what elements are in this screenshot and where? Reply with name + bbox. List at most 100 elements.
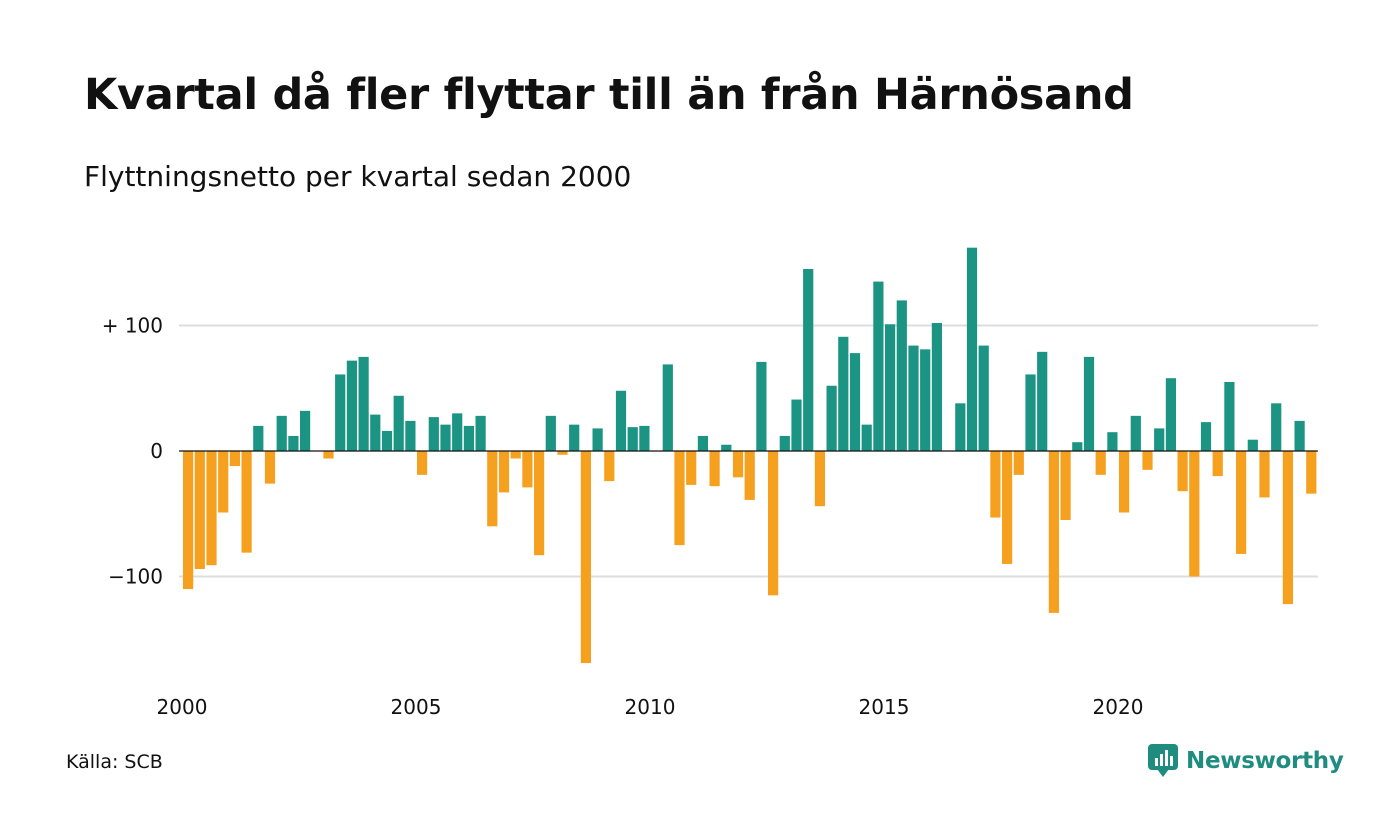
bar <box>194 451 205 569</box>
bar <box>545 415 556 451</box>
bar <box>428 417 439 451</box>
bar <box>966 247 978 451</box>
bar <box>1048 451 1059 613</box>
bar <box>744 451 755 500</box>
bar <box>335 374 346 451</box>
bar <box>592 428 603 451</box>
x-tick-label: 2020 <box>1093 695 1144 719</box>
bar <box>1212 451 1223 477</box>
bar <box>463 425 474 451</box>
bar <box>218 451 229 513</box>
newsworthy-logo-icon <box>1148 744 1178 777</box>
bar <box>288 435 299 451</box>
axis-layer: + 100 0 −100 2000 2005 2010 2015 2020 <box>102 314 1318 719</box>
bar <box>405 420 416 451</box>
bar <box>1037 351 1048 451</box>
chart-title: Kvartal då fler flyttar till än från Här… <box>84 70 1134 120</box>
bar <box>253 425 264 451</box>
bar <box>1189 451 1200 577</box>
bar <box>1095 451 1106 475</box>
x-tick-label: 2000 <box>157 695 208 719</box>
bar <box>1247 439 1258 451</box>
bar <box>1306 451 1317 494</box>
grid-layer <box>179 324 1318 578</box>
bar <box>206 451 217 566</box>
bar <box>896 300 907 451</box>
bar <box>498 451 510 493</box>
bar <box>300 410 311 451</box>
bar <box>686 451 697 485</box>
bar <box>697 435 708 451</box>
bar <box>557 451 568 455</box>
bar <box>627 427 638 451</box>
bar <box>779 435 790 451</box>
bar <box>393 395 404 451</box>
bar <box>721 444 732 451</box>
y-tick-label: + 100 <box>102 314 163 338</box>
x-tick-label: 2015 <box>859 695 910 719</box>
bar <box>276 415 287 451</box>
bar <box>241 451 252 553</box>
bar <box>639 425 650 451</box>
bar <box>1200 422 1212 451</box>
chart-subtitle: Flyttningsnetto per kvartal sedan 2000 <box>84 160 632 193</box>
bar <box>838 336 849 451</box>
bar <box>1236 451 1247 554</box>
bar <box>229 451 240 467</box>
bar <box>908 345 919 451</box>
bar <box>955 403 966 451</box>
bar <box>709 451 720 487</box>
bar <box>920 349 931 451</box>
bar <box>1294 420 1305 451</box>
bar <box>452 413 463 451</box>
bar <box>569 424 580 451</box>
bar <box>803 269 814 451</box>
bar <box>768 451 779 596</box>
bar <box>826 385 837 451</box>
x-tick-label: 2005 <box>391 695 442 719</box>
bar <box>475 415 486 451</box>
bar <box>1119 451 1130 513</box>
bar <box>1107 432 1118 451</box>
bar <box>1130 415 1141 451</box>
bar <box>417 451 428 475</box>
bar <box>861 424 872 451</box>
brand-logo: Newsworthy <box>1148 744 1344 778</box>
bar <box>510 451 521 459</box>
bar <box>1165 378 1176 451</box>
bar <box>1271 403 1282 451</box>
y-tick-label: 0 <box>150 439 163 463</box>
bar <box>1259 451 1270 498</box>
bar <box>615 390 627 451</box>
bar <box>440 424 451 451</box>
brand-name: Newsworthy <box>1186 748 1344 774</box>
bar <box>381 430 393 451</box>
bar <box>756 361 767 451</box>
bar <box>534 451 545 556</box>
bar-layer <box>183 247 1317 664</box>
bar <box>1154 428 1165 451</box>
bar <box>1002 451 1013 564</box>
bar <box>849 353 861 451</box>
source-note: Källa: SCB <box>66 751 163 773</box>
y-tick-label: −100 <box>108 565 163 589</box>
bar <box>183 451 194 590</box>
bar <box>358 356 369 451</box>
bar <box>1083 356 1095 451</box>
bar <box>1142 451 1153 470</box>
bar <box>990 451 1001 518</box>
bar <box>604 451 615 482</box>
bar <box>978 345 989 451</box>
bar <box>264 451 276 484</box>
bar <box>370 414 381 451</box>
bar <box>662 364 673 451</box>
x-tick-label: 2010 <box>625 695 676 719</box>
bar <box>580 451 591 664</box>
bar <box>791 399 802 451</box>
bar <box>1282 451 1293 605</box>
bar <box>732 451 744 478</box>
bar <box>1025 374 1036 451</box>
bar <box>674 451 685 546</box>
bar <box>873 281 884 451</box>
